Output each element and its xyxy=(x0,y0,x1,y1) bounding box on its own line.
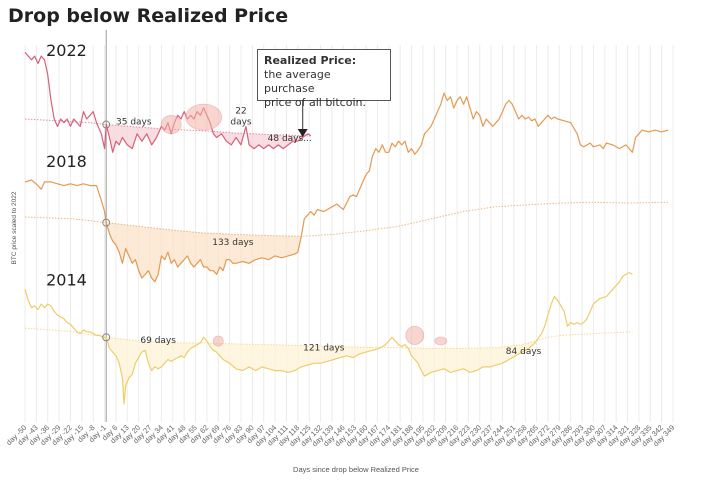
duration-annotation: 121 days xyxy=(303,343,345,353)
duration-annotation: 69 days xyxy=(140,336,176,346)
crossing-marker-2022 xyxy=(102,120,111,129)
realized-price-lines xyxy=(24,118,669,349)
duration-annotation: 84 days xyxy=(506,347,542,357)
duration-annotation: 35 days xyxy=(116,118,152,128)
callout-arrow xyxy=(297,101,308,137)
y-axis-label: BTC price scaled to 2022 xyxy=(11,191,18,264)
underwater-fill-2018 xyxy=(106,202,669,282)
realized-price-line-2018 xyxy=(24,201,669,237)
highlight-marks xyxy=(102,103,448,347)
area-fills xyxy=(106,124,669,404)
year-label-2014: 2014 xyxy=(46,271,87,290)
year-label-2018: 2018 xyxy=(46,152,87,171)
duration-annotation: 133 days xyxy=(212,238,254,248)
realized-price-line-2022 xyxy=(24,118,311,137)
duration-annotation: days xyxy=(230,118,252,128)
callout-line-1: the average purchase xyxy=(264,68,331,95)
above-realized-highlight xyxy=(160,115,182,134)
callout-line-2: price of all bitcoin. xyxy=(264,96,366,109)
chart-title: Drop below Realized Price xyxy=(8,5,289,27)
above-realized-highlight xyxy=(434,336,448,346)
annotation-labels: 35 days 22 days 48 days... 133 days 69 days 12… xyxy=(46,41,542,357)
duration-annotation: 22 xyxy=(235,106,246,116)
crossing-marker-2014 xyxy=(102,333,111,342)
callout-arrow-head xyxy=(297,129,308,137)
above-realized-highlight xyxy=(185,103,223,131)
realized-price-callout: Realized Price: the average purchase pri… xyxy=(257,49,391,109)
year-label-2022: 2022 xyxy=(46,41,87,60)
callout-heading: Realized Price: xyxy=(264,54,357,67)
price-line-2018 xyxy=(24,92,669,283)
above-realized-highlight xyxy=(405,326,425,345)
crossing-marker-2018 xyxy=(102,218,111,227)
duration-annotation: 48 days... xyxy=(268,134,312,144)
x-axis-label: Days since drop below Realized Price xyxy=(293,465,419,474)
above-realized-highlight xyxy=(212,335,224,347)
underwater-fill-2014 xyxy=(106,331,633,404)
